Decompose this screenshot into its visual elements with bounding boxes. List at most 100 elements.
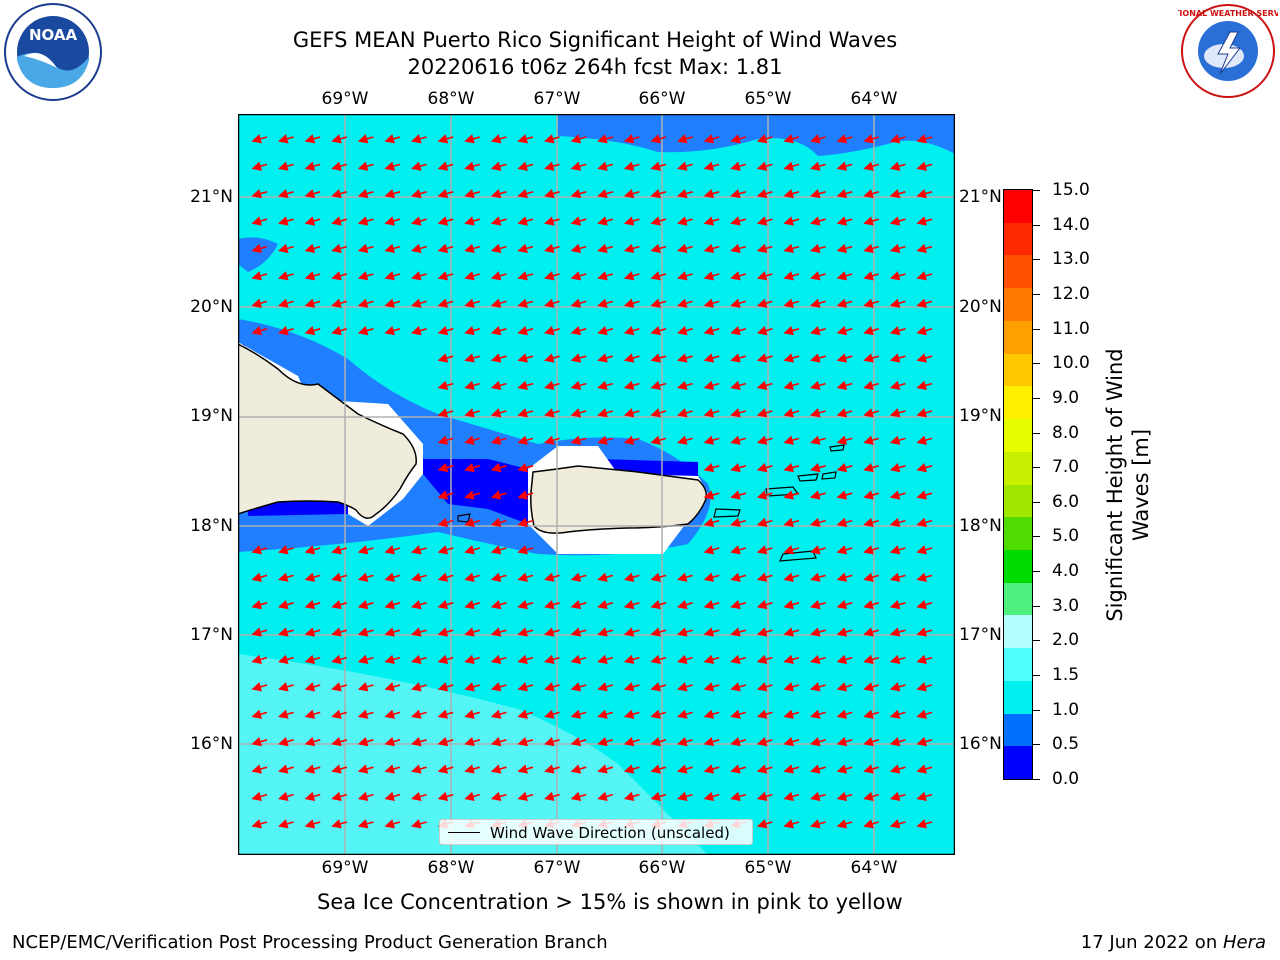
wind-arrow [331,298,348,308]
colorbar-tick-mark [1033,779,1040,780]
wind-arrow [597,627,614,637]
wind-arrow [810,408,826,418]
wind-arrow [836,408,853,418]
wind-arrow [357,572,374,582]
wind-arrow [437,517,454,528]
wind-arrow [677,161,693,171]
wind-arrow [464,435,481,445]
colorbar-tick-label: 3.0 [1052,595,1080,616]
wind-arrow [304,627,321,637]
wind-arrow [304,791,321,802]
wind-arrow [251,654,268,665]
wind-arrow [916,408,933,418]
wind-arrow [597,764,614,774]
wind-arrow [730,599,747,610]
lon-tick-bottom: 64°W [850,858,898,878]
colorbar-tick-mark [1033,293,1040,295]
wind-arrow [889,161,906,171]
wind-arrow [863,325,880,336]
wind-arrow [490,545,507,555]
wind-arrow [730,408,747,418]
wind-arrow [251,243,268,254]
wind-arrow [437,243,454,254]
wind-arrow [623,764,640,774]
wind-arrow [490,572,507,582]
wind-arrow [490,271,507,281]
wind-arrow [544,216,560,226]
wind-arrow [570,298,587,308]
colorbar-segment [1004,680,1032,715]
wind-arrow [836,682,853,692]
wind-arrow [517,490,534,500]
wind-arrow [756,490,773,500]
wind-arrow [730,325,747,336]
wind-arrow [357,599,374,610]
wind-arrow [783,709,800,719]
wind-arrow [677,791,693,802]
credit-text: NCEP/EMC/Verification Post Processing Pr… [12,932,608,953]
wind-arrow [756,462,773,473]
wind-arrow [756,134,773,144]
wind-arrow [836,791,853,802]
wind-arrow [570,709,587,719]
colorbar-tick-label: 12.0 [1052,283,1090,304]
wind-arrow [464,325,481,336]
wind-arrow [357,791,374,802]
lon-tick-top: 69°W [321,89,369,109]
wind-arrow [730,298,747,308]
machine-name: Hera [1222,932,1266,953]
wind-arrow [783,325,800,336]
wind-arrow [650,380,667,391]
lon-tick-bottom: 67°W [533,858,581,878]
wind-arrow [304,709,321,719]
wind-arrow [677,572,693,582]
wind-arrow [623,134,640,144]
wind-arrow [464,764,481,774]
wind-arrow [836,216,853,226]
wind-arrow [916,572,933,582]
wind-arrow [517,736,534,747]
wind-arrow [916,791,933,802]
wind-arrow [916,298,933,308]
wind-arrow [677,764,693,774]
wind-arrow [597,599,614,610]
colorbar-tick-mark [1033,536,1040,538]
wind-arrow [623,709,640,719]
wind-arrow [278,271,294,281]
wind-arrow [357,188,374,199]
wind-arrow [357,709,374,719]
wind-arrow [863,627,880,637]
wind-arrow [411,791,427,802]
wind-arrow [623,627,640,637]
wind-arrow [597,216,614,226]
wind-arrow [517,134,534,144]
wind-arrow [464,298,481,308]
wind-arrow [570,161,587,171]
wind-arrow [570,791,587,802]
sea-ice-note: Sea Ice Concentration > 15% is shown in … [317,890,903,914]
wind-arrow [756,161,773,171]
wind-arrow [517,654,534,665]
map-panel [238,114,955,855]
wind-arrow [783,517,800,528]
wind-arrow [490,627,507,637]
colorbar-title-line2: Waves [m] [1129,428,1153,542]
wind-arrow [304,216,321,226]
wind-arrow [490,462,507,473]
wind-arrow [278,791,294,802]
colorbar-segment [1004,648,1032,682]
wind-arrow [677,408,693,418]
wind-arrow [304,188,321,199]
wind-arrow [863,682,880,692]
wind-arrow [703,298,720,308]
wind-arrow [331,682,348,692]
wind-arrow [384,271,401,281]
wind-arrow [411,298,427,308]
wind-arrow [411,325,427,336]
wind-arrow [863,188,880,199]
wind-arrow [331,791,348,802]
wind-arrow [278,545,294,555]
wind-arrow [570,353,587,363]
graticule [238,114,955,855]
wind-arrow [650,161,667,171]
